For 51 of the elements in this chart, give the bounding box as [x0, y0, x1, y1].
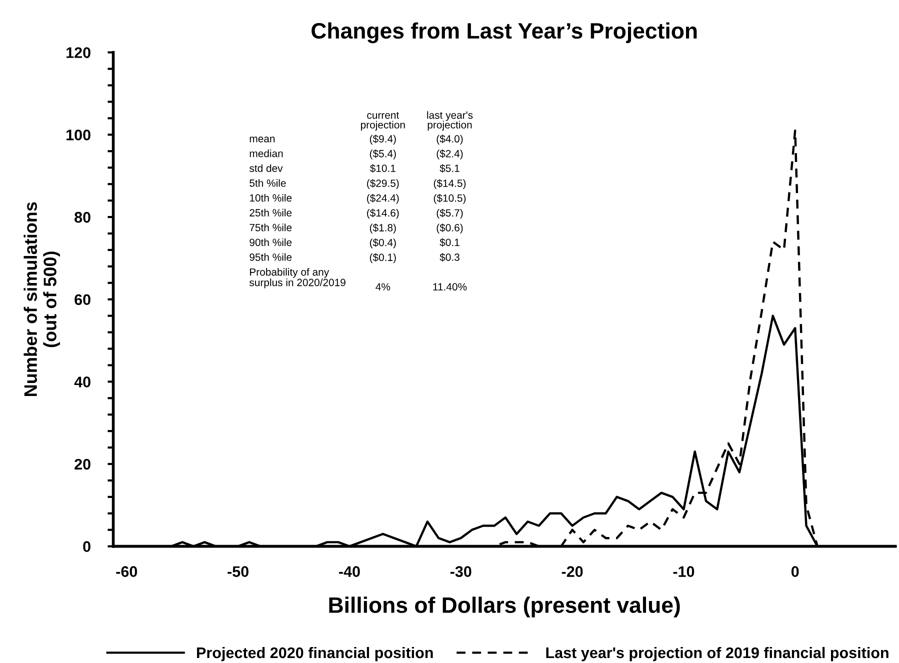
- annotation: ($14.5): [434, 179, 466, 190]
- annotation: 95th %ile: [250, 253, 292, 261]
- annotation: 11.40%: [433, 283, 467, 291]
- annotation: ($0.4): [370, 238, 396, 248]
- annotation: ($2.4): [436, 150, 463, 160]
- annotation: 25th %ile: [250, 208, 292, 216]
- annotation: ($29.5): [367, 179, 399, 190]
- annotation: $0.3: [440, 253, 460, 262]
- annotation: median: [250, 150, 283, 158]
- x-tick-label: -60: [116, 566, 138, 577]
- annotation: 75th %ile: [250, 224, 292, 232]
- annotation: std dev: [249, 164, 283, 172]
- annotation: ($0.1): [370, 253, 396, 264]
- x-tick-label: -50: [228, 566, 248, 577]
- annotation: ($14.6): [367, 208, 399, 219]
- y-tick-label: 0: [83, 541, 90, 552]
- legend-label: Last year's projection of 2019 financial position: [546, 646, 888, 662]
- x-axis-title: Billions of Dollars (present value): [329, 596, 680, 618]
- y-tick-label: 80: [74, 212, 90, 223]
- x-tick-label: -40: [339, 566, 360, 577]
- y-tick-label: 40: [74, 376, 90, 388]
- annotation: ($5.4): [370, 150, 396, 160]
- x-tick-label: -30: [450, 566, 472, 577]
- annotation: 5th %ile: [250, 179, 286, 187]
- annotation: ($9.4): [370, 134, 396, 145]
- y-tick-label: 120: [66, 47, 90, 58]
- annotation: Probability of any surplus in 2020/2019: [249, 268, 346, 288]
- x-tick-label: 0: [791, 566, 799, 577]
- annotation: ($0.6): [436, 224, 463, 234]
- y-tick-label: 20: [74, 458, 90, 470]
- annotation: ($5.7): [436, 208, 463, 219]
- annotation: current projection: [360, 112, 405, 131]
- legend-label: Projected 2020 financial position: [197, 646, 433, 662]
- annotation: mean: [250, 136, 275, 142]
- annotation: 90th %ile: [250, 238, 292, 246]
- annotation: 4%: [376, 283, 390, 290]
- y-tick-label: 100: [66, 130, 90, 140]
- x-tick-label: -10: [673, 566, 694, 577]
- annotation: ($10.5): [434, 194, 466, 204]
- x-tick-label: -20: [562, 566, 583, 577]
- y-tick-label: 60: [74, 294, 90, 306]
- y-axis-title: Number of simulations (out of 500): [24, 202, 60, 396]
- chart-title: Changes from Last Year’s Projection: [312, 22, 697, 44]
- annotation: ($4.0): [436, 134, 463, 145]
- annotation: 10th %ile: [250, 194, 292, 202]
- annotation: ($1.8): [370, 224, 396, 234]
- annotation: last year's projection: [427, 111, 473, 131]
- annotation: $10.1: [370, 164, 396, 173]
- annotation: ($24.4): [367, 194, 399, 204]
- annotation: $5.1: [440, 164, 460, 173]
- annotation: $0.1: [440, 238, 460, 247]
